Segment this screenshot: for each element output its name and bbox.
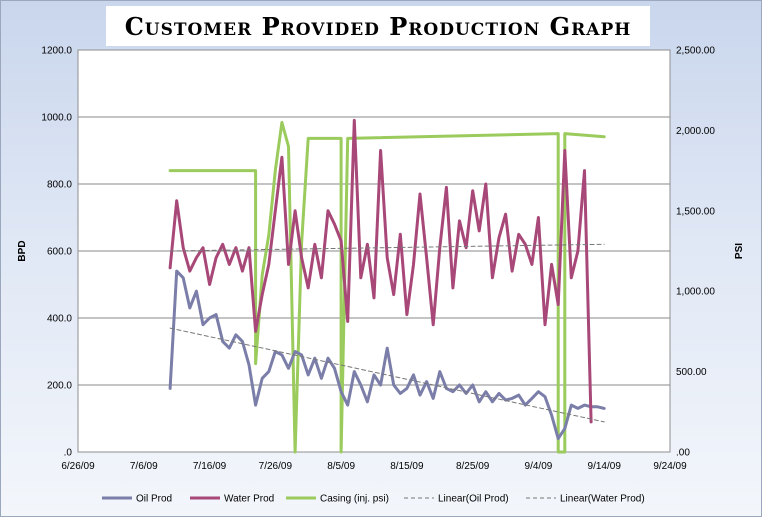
legend-label: Water Prod [224, 494, 274, 505]
legend-label: Oil Prod [136, 494, 172, 505]
series-line-1 [168, 269, 606, 441]
x-tick-label: 7/16/09 [193, 461, 227, 472]
y-tick-label: 1000.0 [41, 113, 72, 124]
x-tick-label: 9/24/09 [653, 461, 687, 472]
series-line-4 [169, 327, 605, 423]
legend-label: Casing (inj. psi) [320, 494, 389, 505]
series-line-2 [168, 118, 593, 424]
x-tick-label: 9/14/09 [588, 461, 622, 472]
chart-title: Customer Provided Production Graph [124, 11, 632, 41]
x-tick-label: 9/4/09 [525, 461, 553, 472]
x-tick-label: 8/5/09 [327, 461, 355, 472]
chart-title-box: Customer Provided Production Graph [106, 6, 650, 46]
x-tick-label: 8/25/09 [456, 461, 490, 472]
x-tick-label: 7/6/09 [130, 461, 158, 472]
legend-label: Linear(Oil Prod) [438, 494, 509, 505]
y-tick-label: 200.0 [47, 381, 72, 392]
y-tick-label: 400.0 [47, 314, 72, 325]
y2-tick-label: 2,500.00 [676, 46, 715, 57]
y-axis-title: BPD [17, 240, 28, 261]
x-tick-label: 7/26/09 [259, 461, 293, 472]
y-tick-label: 600.0 [47, 247, 72, 258]
y2-tick-label: 1,000.00 [676, 287, 715, 298]
series-line-3 [168, 120, 606, 454]
y2-tick-label: .00 [676, 448, 690, 459]
y-tick-label: .0 [64, 448, 73, 459]
y2-tick-label: 1,500.00 [676, 206, 715, 217]
series-line-5 [169, 243, 605, 252]
y-tick-label: 1200.0 [41, 46, 72, 57]
y2-tick-label: 500.00 [676, 367, 707, 378]
x-tick-label: 8/15/09 [390, 461, 424, 472]
y-tick-label: 800.0 [47, 180, 72, 191]
y2-axis-title: PSI [734, 243, 745, 259]
legend-label: Linear(Water Prod) [560, 494, 645, 505]
x-tick-label: 6/26/09 [61, 461, 95, 472]
y2-tick-label: 2,000.00 [676, 126, 715, 137]
